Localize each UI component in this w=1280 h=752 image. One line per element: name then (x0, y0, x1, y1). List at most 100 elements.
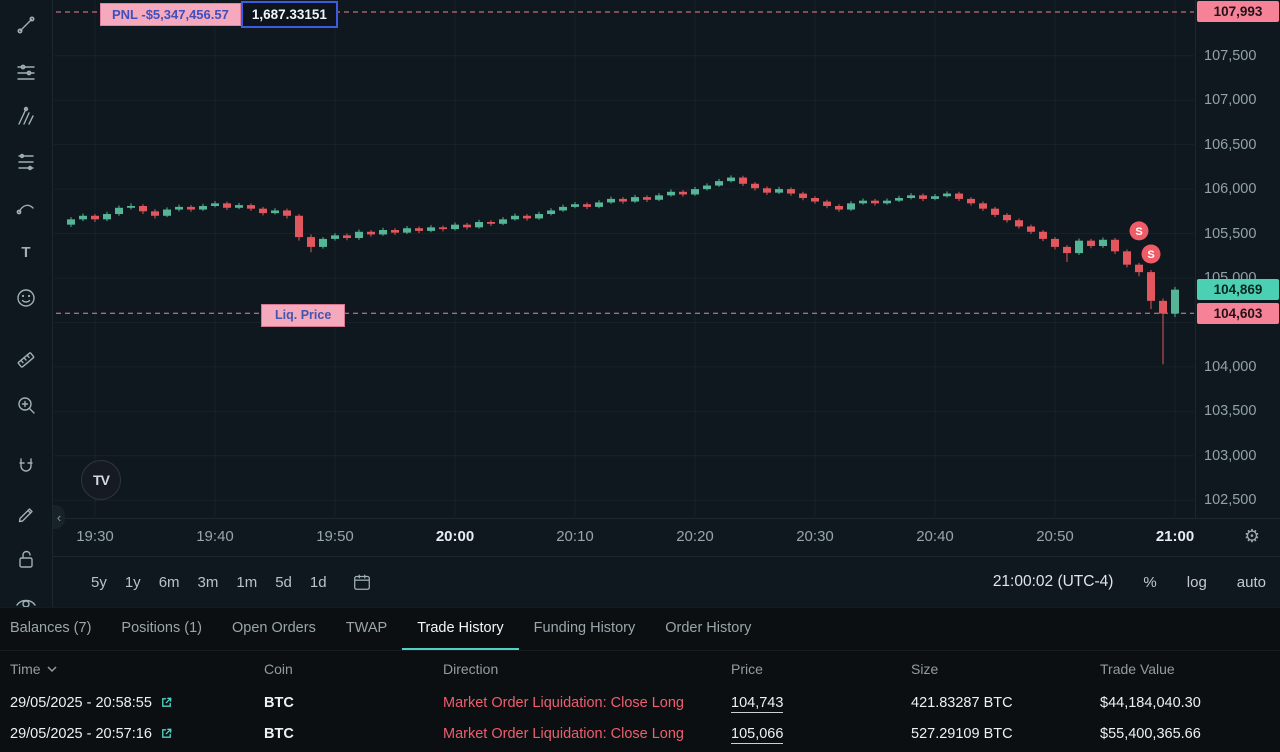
bottom-panel: Balances (7) Positions (1) Open Orders TWAP… (0, 607, 1280, 752)
price-tick: 103,000 (1204, 447, 1257, 464)
trade-size: 421.83287 BTC (911, 694, 1013, 711)
trade-value: $55,400,365.66 (1100, 725, 1201, 742)
svg-text:T: T (21, 244, 30, 261)
time-tick: 20:00 (435, 528, 475, 545)
time-tick: 20:20 (676, 528, 714, 545)
percent-scale-button[interactable]: % (1143, 573, 1157, 591)
chart-bottom-toolbar: 5y 1y 6m 3m 1m 5d 1d 21:00:02 (UTC-4) % log auto (0, 556, 1280, 607)
trend-line-icon[interactable] (12, 11, 40, 39)
sell-marker[interactable]: S (1141, 244, 1161, 264)
range-1m-button[interactable]: 1m (236, 573, 258, 591)
time-tick: 19:40 (196, 528, 234, 545)
table-row: 29/05/2025 - 20:57:16 BTC Market Order Liq… (0, 718, 1280, 749)
column-header-time[interactable]: Time (10, 661, 264, 677)
range-6m-button[interactable]: 6m (158, 573, 180, 591)
price-axis[interactable]: 107,500 107,000 106,500 106,000 105,500 105,0… (1195, 0, 1280, 518)
trade-direction: Market Order Liquidation: Close Long (443, 725, 684, 742)
emoji-icon[interactable] (12, 284, 40, 312)
external-link-icon[interactable] (160, 727, 173, 740)
column-header-direction: Direction (443, 661, 499, 677)
log-scale-button[interactable]: log (1186, 573, 1207, 591)
price-tick: 107,500 (1204, 47, 1257, 64)
time-tick: 20:10 (556, 528, 594, 545)
panel-tabs: Balances (7) Positions (1) Open Orders TWAP… (0, 608, 1280, 651)
price-tick: 106,500 (1204, 136, 1257, 153)
time-tick: 19:50 (316, 528, 354, 545)
price-tick: 102,500 (1204, 492, 1257, 509)
external-link-icon[interactable] (160, 696, 173, 709)
svg-text:S: S (1135, 226, 1142, 238)
tab-positions-1[interactable]: Positions (1) (121, 620, 202, 636)
time-tick: 19:30 (76, 528, 114, 545)
ruler-icon[interactable] (12, 346, 40, 374)
text-icon[interactable]: T (12, 238, 40, 266)
edit-icon[interactable] (12, 498, 40, 526)
fib-retracement-icon[interactable] (12, 148, 40, 176)
column-header-size: Size (911, 661, 939, 677)
chevron-down-icon (47, 666, 57, 673)
time-tick: 20:50 (1036, 528, 1074, 545)
price-chart[interactable]: SS (0, 0, 1280, 518)
tab-trade-history[interactable]: Trade History (402, 608, 519, 650)
position-entry-overlay: PNL -$5,347,456.57 1,687.33151 (100, 1, 338, 28)
magnet-icon[interactable] (12, 452, 40, 480)
drawing-toolbar: T (0, 0, 53, 608)
range-1y-button[interactable]: 1y (124, 573, 141, 591)
tradingview-logo[interactable]: TV (81, 460, 121, 500)
svg-text:S: S (1147, 249, 1154, 261)
time-tick: 20:40 (916, 528, 954, 545)
clock-label[interactable]: 21:00:02 (UTC-4) (992, 573, 1114, 590)
tab-balances-7[interactable]: Balances (7) (10, 620, 92, 636)
go-to-date-icon[interactable] (352, 572, 372, 592)
range-buttons: 5y 1y 6m 3m 1m 5d 1d (82, 574, 336, 591)
trade-price[interactable]: 105,066 (731, 725, 784, 744)
last-price-axis-label: 104,869 (1197, 279, 1279, 301)
price-tick: 105,500 (1204, 225, 1257, 242)
time-axis[interactable]: ⚙ 19:30 19:40 19:50 20:00 20:10 20:20 20:30 20:… (0, 518, 1280, 556)
column-header-trade-value: Trade Value (1100, 661, 1175, 677)
trade-price[interactable]: 104,743 (731, 694, 784, 713)
trade-coin: BTC (264, 694, 294, 711)
column-header-coin: Coin (264, 661, 293, 677)
tab-open-orders[interactable]: Open Orders (232, 620, 316, 636)
range-5y-button[interactable]: 5y (91, 573, 107, 591)
range-1d-button[interactable]: 1d (309, 573, 327, 591)
scale-buttons: % log auto (1113, 574, 1266, 591)
price-tick: 103,500 (1204, 403, 1257, 420)
time-tick: 21:00 (1155, 528, 1195, 545)
time-tick: 20:30 (796, 528, 834, 545)
toolbar-collapse-handle[interactable]: ‹ (53, 505, 65, 529)
horizontal-lines-icon[interactable] (12, 57, 40, 85)
column-header-price: Price (731, 661, 763, 677)
auto-scale-button[interactable]: auto (1236, 573, 1266, 591)
trade-direction: Market Order Liquidation: Close Long (443, 694, 684, 711)
zoom-icon[interactable] (12, 391, 40, 419)
range-5d-button[interactable]: 5d (275, 573, 292, 591)
price-tick: 106,000 (1204, 181, 1257, 198)
chart-settings-icon[interactable]: ⚙ (1243, 526, 1260, 546)
trade-time: 29/05/2025 - 20:58:55 (10, 694, 152, 711)
sell-marker[interactable]: S (1129, 221, 1149, 241)
liq-price-tag: Liq. Price (261, 304, 346, 327)
tab-order-history[interactable]: Order History (665, 620, 752, 636)
trade-size: 527.29109 BTC (911, 725, 1013, 742)
trade-history-table: 29/05/2025 - 20:58:55 BTC Market Order Liq… (0, 687, 1280, 749)
table-row: 29/05/2025 - 20:58:55 BTC Market Order Liq… (0, 687, 1280, 718)
range-3m-button[interactable]: 3m (197, 573, 219, 591)
pitchfork-icon[interactable] (12, 102, 40, 130)
liq-price-axis-label: 104,603 (1197, 302, 1279, 324)
tab-funding-history[interactable]: Funding History (533, 620, 636, 636)
lock-icon[interactable] (12, 545, 40, 573)
price-tick: 104,000 (1204, 358, 1257, 375)
price-tick: 107,000 (1204, 92, 1257, 109)
position-size-label: 1,687.33151 (240, 1, 338, 28)
tab-twap[interactable]: TWAP (345, 620, 388, 636)
trade-coin: BTC (264, 725, 294, 742)
trade-time: 29/05/2025 - 20:57:16 (10, 725, 152, 742)
table-header: Time Coin Direction Price Size Trade Value (0, 651, 1280, 687)
trade-value: $44,184,040.30 (1100, 694, 1201, 711)
entry-price-axis-label: 107,993 (1197, 1, 1279, 23)
brush-icon[interactable] (12, 193, 40, 221)
pnl-label: PNL -$5,347,456.57 (100, 3, 241, 26)
